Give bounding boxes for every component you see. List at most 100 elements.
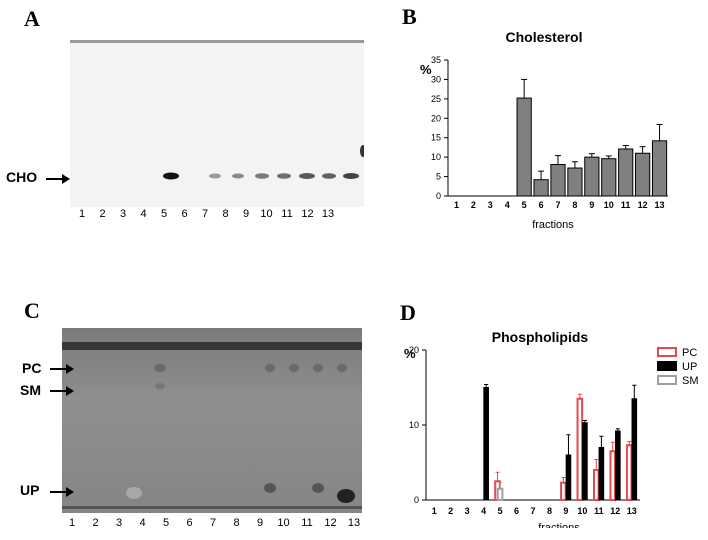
arrow-up	[50, 487, 74, 497]
x-tick-label: 3	[488, 200, 493, 210]
lane-number: 12	[324, 517, 337, 529]
x-tick-label: 8	[547, 506, 552, 516]
spot-pc-lane-13	[337, 364, 347, 372]
band-label-sm: SM	[20, 382, 41, 398]
lane-number: 8	[233, 517, 240, 529]
bar-up	[483, 387, 489, 501]
bar-pc	[593, 469, 600, 501]
bar-sm	[496, 487, 504, 501]
lane-number: 8	[222, 208, 229, 220]
lane-number: 11	[281, 208, 293, 220]
x-tick-label: 9	[589, 200, 594, 210]
lane-number: 4	[140, 208, 147, 220]
spot-up-lane-4	[126, 487, 142, 499]
x-tick-label: 11	[594, 506, 604, 516]
x-tick-label: 1	[432, 506, 437, 516]
band-lane-5	[163, 172, 179, 180]
x-tick-label: 3	[465, 506, 470, 516]
lane-number: 5	[162, 517, 170, 529]
x-tick-label: 13	[655, 200, 665, 210]
x-tick-label: 11	[621, 200, 631, 210]
bar	[516, 97, 532, 197]
y-tick-label: 0	[414, 495, 419, 505]
plate-edge-spot	[360, 145, 366, 157]
lane-number: 10	[260, 208, 273, 220]
x-tick-label: 12	[610, 506, 620, 516]
bar	[601, 158, 617, 197]
bar	[618, 148, 634, 197]
band-lane-8	[232, 173, 244, 179]
x-axis-label: fractions	[532, 219, 574, 231]
x-tick-label: 12	[638, 200, 648, 210]
spot-up-lane-10	[264, 483, 276, 493]
y-tick-label: 20	[409, 345, 419, 355]
bar-pc	[609, 450, 617, 501]
legend-label-sm: SM	[682, 375, 699, 387]
x-tick-label: 1	[454, 200, 459, 210]
lane-number: 12	[301, 208, 314, 220]
x-tick-label: 2	[448, 506, 453, 516]
legend-label-pc: PC	[682, 347, 697, 359]
y-tick-label: 30	[431, 74, 441, 84]
bar-pc	[560, 481, 567, 501]
bar-pc	[576, 397, 584, 501]
band-lane-13	[343, 173, 359, 179]
lane-number: 9	[256, 517, 264, 529]
spot-pc-lane-10	[265, 364, 275, 372]
x-tick-label: 4	[481, 506, 486, 516]
x-tick-label: 6	[539, 200, 544, 210]
x-tick-label: 4	[505, 200, 510, 210]
lane-number: 13	[321, 208, 335, 220]
spot-pc-lane-5	[154, 364, 166, 372]
bar-up	[565, 454, 572, 501]
tlc-plate-phospholipids	[62, 328, 362, 513]
arrow-sm	[50, 386, 74, 396]
lane-number: 1	[78, 208, 86, 220]
lane-number: 2	[99, 208, 106, 220]
y-axis-label: %	[420, 62, 432, 77]
lane-number: 1	[68, 517, 76, 529]
band-lane-11	[299, 173, 315, 179]
spot-pc-lane-12	[313, 364, 323, 372]
band-lane-7	[209, 173, 221, 179]
legend-swatch-up	[657, 361, 677, 371]
x-tick-label: 10	[604, 200, 614, 210]
legend-swatch-sm	[657, 375, 677, 385]
spot-up-lane-13	[337, 489, 355, 503]
lane-number: 3	[119, 208, 127, 220]
bar-pc	[625, 444, 633, 501]
legend-swatch-pc	[657, 347, 677, 357]
lane-number: 4	[139, 517, 146, 529]
x-tick-label: 13	[627, 506, 637, 516]
lane-number: 6	[181, 208, 188, 220]
band-lane-12	[322, 173, 336, 179]
y-tick-label: 35	[431, 55, 441, 65]
tlc-plate-cholesterol	[70, 40, 366, 207]
band-lane-10	[277, 173, 291, 179]
lane-number: 2	[92, 517, 99, 529]
spot-pc-lane-11	[289, 364, 299, 372]
bar	[584, 156, 600, 197]
bar	[651, 140, 668, 197]
lane-number: 11	[301, 517, 313, 529]
band-lane-9	[255, 173, 269, 179]
bar	[550, 164, 566, 197]
band-label-pc: PC	[22, 360, 42, 376]
y-axis-label: %	[404, 346, 416, 361]
y-tick-label: 0	[436, 191, 441, 201]
arrow-cho	[46, 174, 70, 184]
x-axis-label: fractions	[538, 522, 580, 528]
lane-number: 7	[209, 517, 217, 529]
x-tick-label: 9	[563, 506, 568, 516]
x-tick-label: 5	[498, 506, 503, 516]
band-label-cho: CHO	[6, 169, 38, 185]
bar	[567, 167, 583, 197]
x-tick-label: 6	[514, 506, 519, 516]
panel-letter-b: B	[402, 4, 417, 29]
solvent-front	[62, 342, 362, 350]
bar-up	[598, 447, 605, 501]
y-tick-label: 25	[431, 94, 441, 104]
panel-letter-d: D	[400, 300, 416, 325]
